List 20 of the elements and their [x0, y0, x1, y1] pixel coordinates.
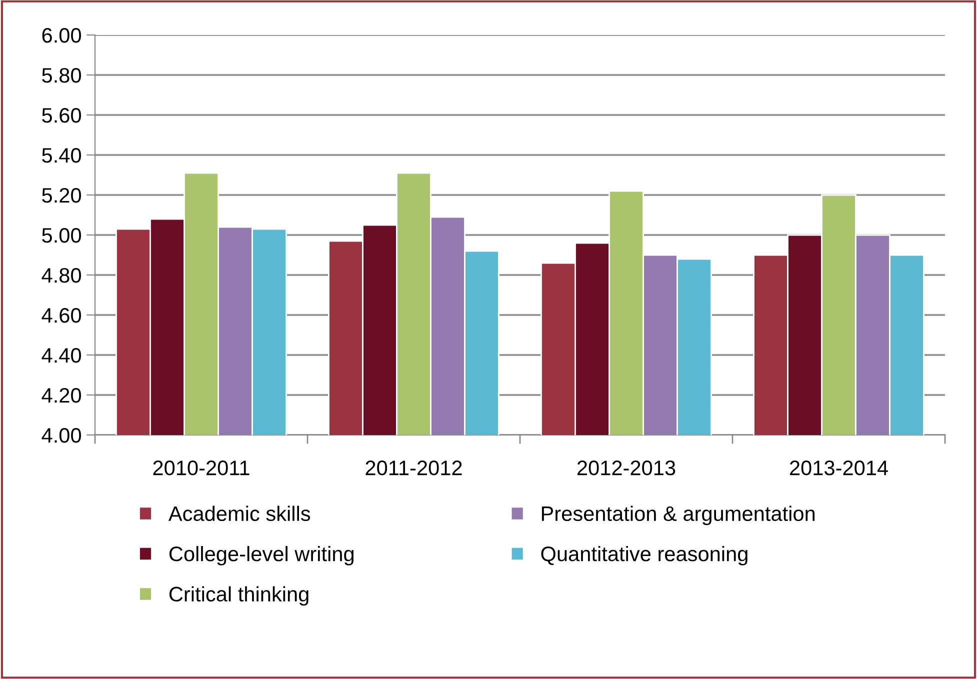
- y-tick-label: 4.60: [42, 308, 81, 323]
- y-tick-label: 4.40: [42, 348, 81, 363]
- y-tick-label: 5.20: [42, 188, 81, 203]
- y-tick-label: 4.80: [42, 268, 81, 283]
- legend-label: Academic skills: [168, 506, 310, 522]
- legend-label: College-level writing: [169, 546, 354, 566]
- y-tick-label: 6.00: [42, 28, 81, 43]
- y-tick-label: 5.80: [42, 68, 81, 83]
- y-tick-label: 5.00: [42, 228, 81, 243]
- x-tick-label: 2013-2014: [790, 460, 888, 476]
- x-tick-label: 2010-2011: [153, 460, 250, 476]
- y-tick-label: 5.60: [42, 108, 81, 123]
- y-tick-label: 5.40: [42, 148, 81, 163]
- y-tick-label: 4.20: [42, 388, 81, 403]
- y-tick-label: 4.00: [42, 428, 81, 443]
- x-tick-label: 2012-2013: [577, 460, 676, 476]
- legend-label: Presentation & argumentation: [542, 506, 815, 526]
- legend-label: Critical thinking: [169, 586, 308, 606]
- legend-label: Quantitative reasoning: [541, 546, 748, 566]
- x-tick-label: 2011-2012: [366, 460, 462, 476]
